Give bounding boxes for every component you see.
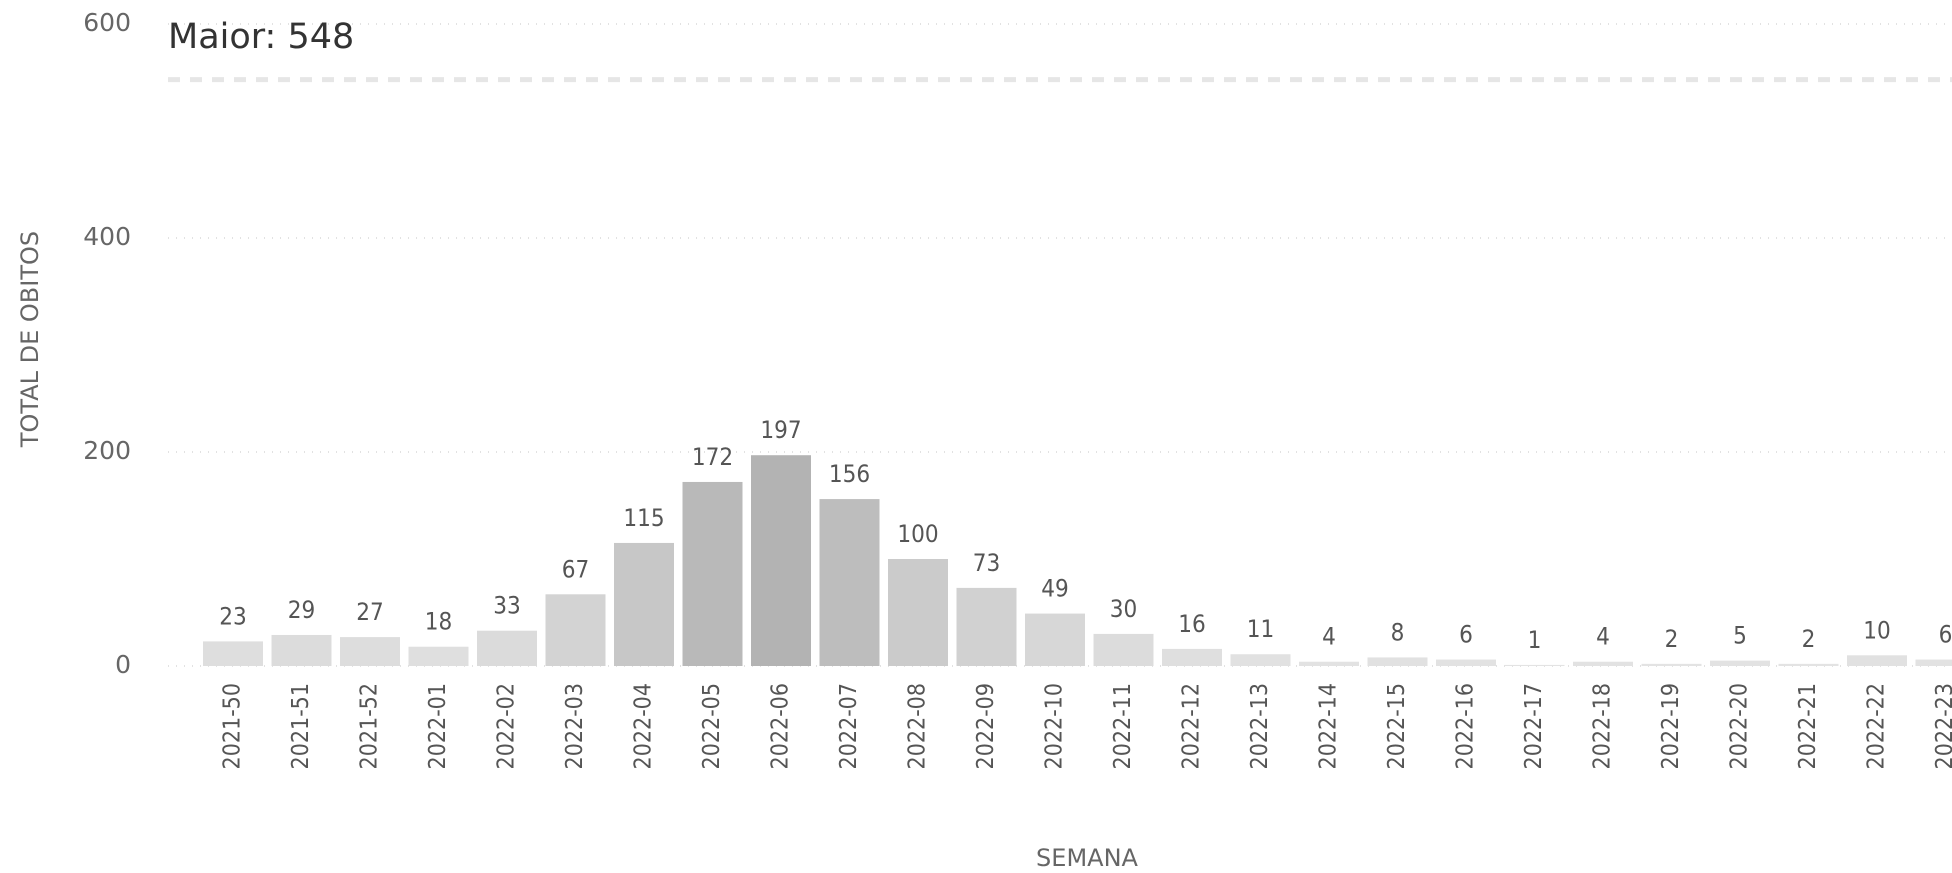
x-tick-label: 2022-05 xyxy=(699,683,725,769)
bar xyxy=(340,637,400,666)
bar xyxy=(614,542,674,666)
bar xyxy=(1230,654,1291,666)
x-tick-label: 2021-50 xyxy=(220,683,246,769)
reference-label: Maior: 548 xyxy=(168,17,354,57)
data-label: 11 xyxy=(1247,615,1274,643)
bar xyxy=(271,634,332,666)
x-tick-label: 2022-10 xyxy=(1042,683,1068,769)
bar xyxy=(1847,655,1907,666)
bar xyxy=(1367,657,1428,666)
x-tick-label: 2022-23 xyxy=(1932,683,1952,769)
bar xyxy=(888,559,948,666)
x-tick-label: 2022-22 xyxy=(1864,683,1890,769)
x-tick-label: 2022-04 xyxy=(631,683,657,769)
data-label: 16 xyxy=(1178,610,1205,638)
data-label: 156 xyxy=(829,460,870,488)
y-tick-label: 0 xyxy=(115,650,131,679)
data-label: 172 xyxy=(692,443,733,471)
x-tick-label: 2022-20 xyxy=(1727,683,1753,769)
y-tick-label: 600 xyxy=(83,8,131,37)
data-label: 4 xyxy=(1596,623,1610,651)
data-label: 33 xyxy=(493,592,520,620)
bar xyxy=(1436,659,1496,666)
data-label: 49 xyxy=(1041,575,1068,603)
bar xyxy=(1025,613,1085,666)
x-tick-label: 2022-19 xyxy=(1658,683,1684,769)
data-label: 67 xyxy=(562,555,589,583)
data-label: 100 xyxy=(897,520,938,548)
bar xyxy=(477,630,537,666)
x-tick-label: 2022-11 xyxy=(1110,683,1136,769)
x-tick-label: 2022-16 xyxy=(1453,683,1479,769)
bar xyxy=(1915,659,1952,666)
data-label: 29 xyxy=(288,596,315,624)
bar xyxy=(1299,661,1359,666)
x-tick-label: 2022-07 xyxy=(836,683,862,769)
x-tick-label: 2022-01 xyxy=(425,683,451,769)
data-label: 18 xyxy=(425,608,452,636)
x-tick-label: 2022-09 xyxy=(973,683,999,769)
data-label: 2 xyxy=(1665,625,1679,653)
data-label: 115 xyxy=(623,504,664,532)
data-label: 8 xyxy=(1391,618,1405,646)
bar xyxy=(956,587,1017,666)
data-label: 5 xyxy=(1733,622,1747,650)
bar xyxy=(1641,663,1702,666)
data-label: 4 xyxy=(1322,623,1336,651)
x-axis-title: SEMANA xyxy=(1036,844,1138,872)
data-label: 73 xyxy=(973,549,1000,577)
x-tick-label: 2021-51 xyxy=(288,683,314,769)
x-tick-label: 2022-21 xyxy=(1795,683,1821,769)
data-label: 27 xyxy=(356,598,383,626)
x-tick-label: 2022-13 xyxy=(1247,683,1273,769)
data-label: 1 xyxy=(1528,626,1542,654)
bar xyxy=(1504,664,1565,666)
y-tick-label: 200 xyxy=(83,436,131,465)
data-label: 23 xyxy=(219,602,246,630)
x-tick-label: 2022-03 xyxy=(562,683,588,769)
bar xyxy=(545,594,606,666)
bar xyxy=(203,641,263,666)
data-label: 6 xyxy=(1459,621,1473,649)
data-label: 2 xyxy=(1802,625,1816,653)
x-tick-label: 2022-18 xyxy=(1590,683,1616,769)
bar xyxy=(751,455,811,666)
data-label: 197 xyxy=(760,416,801,444)
x-tick-label: 2022-02 xyxy=(494,683,520,769)
bar xyxy=(1710,660,1770,666)
x-tick-label: 2022-06 xyxy=(768,683,794,769)
bar xyxy=(682,481,743,666)
x-tick-label: 2022-12 xyxy=(1179,683,1205,769)
data-label: 6 xyxy=(1939,621,1952,649)
bar xyxy=(1162,648,1222,666)
x-tick-label: 2021-52 xyxy=(357,683,383,769)
bar xyxy=(1778,663,1839,666)
x-tick-label: 2022-17 xyxy=(1521,683,1547,769)
x-tick-label: 2022-14 xyxy=(1316,683,1342,769)
data-label: 10 xyxy=(1863,616,1890,644)
y-tick-label: 400 xyxy=(83,222,131,251)
bar xyxy=(1573,661,1633,666)
bar xyxy=(1093,633,1154,666)
x-tick-label: 2022-15 xyxy=(1384,683,1410,769)
x-tick-label: 2022-08 xyxy=(905,683,931,769)
data-label: 30 xyxy=(1110,595,1137,623)
bar xyxy=(819,499,880,666)
y-axis-title: TOTAL DE OBITOS xyxy=(16,231,44,448)
bar xyxy=(408,646,469,666)
